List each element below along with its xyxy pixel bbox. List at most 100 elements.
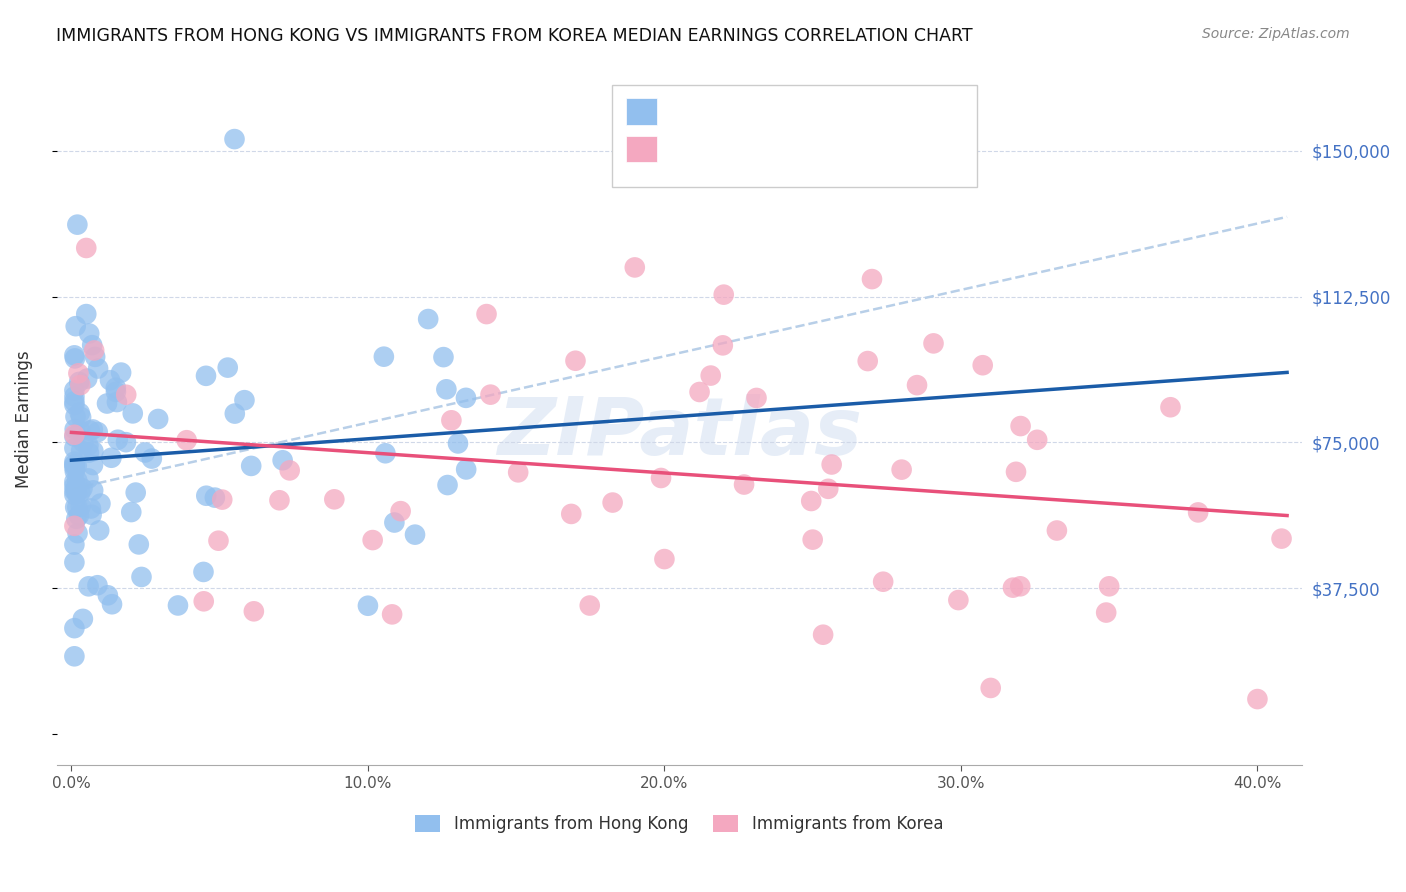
Point: [733, 477, 755, 491]
Legend: Immigrants from Hong Kong, Immigrants from Korea: Immigrants from Hong Kong, Immigrants fr…: [415, 814, 943, 833]
Point: [578, 599, 600, 613]
Point: [72, 435, 94, 450]
Point: [63, 384, 86, 398]
Point: [63, 394, 86, 409]
Text: IMMIGRANTS FROM HONG KONG VS IMMIGRANTS FROM KOREA MEDIAN EARNINGS CORRELATION C: IMMIGRANTS FROM HONG KONG VS IMMIGRANTS …: [56, 27, 973, 45]
Point: [373, 350, 395, 364]
Point: [381, 607, 404, 622]
Point: [817, 482, 839, 496]
Point: [72, 482, 94, 496]
Point: [84, 350, 107, 364]
Text: R =: R =: [671, 103, 710, 120]
Point: [65, 512, 87, 526]
Point: [67, 375, 90, 389]
Point: [69, 406, 91, 420]
Point: [87, 425, 110, 439]
Point: [1026, 433, 1049, 447]
Point: [1187, 505, 1209, 519]
Point: [434, 382, 457, 396]
Point: [66, 526, 89, 541]
Point: [357, 599, 380, 613]
Point: [176, 434, 198, 448]
Point: [404, 527, 426, 541]
Point: [82, 422, 104, 436]
Point: [67, 367, 90, 381]
Point: [193, 594, 215, 608]
Point: [1246, 692, 1268, 706]
Point: [699, 368, 721, 383]
Point: [447, 436, 470, 450]
Point: [1046, 524, 1069, 538]
Point: [75, 307, 97, 321]
Point: [650, 471, 672, 485]
Point: [101, 597, 124, 611]
Point: [63, 649, 86, 664]
Point: [240, 458, 263, 473]
Point: [63, 398, 86, 412]
Point: [1010, 419, 1032, 434]
Point: [193, 565, 215, 579]
Point: [361, 533, 384, 547]
Point: [70, 443, 93, 458]
Point: [76, 371, 98, 385]
Point: [141, 451, 163, 466]
Point: [856, 354, 879, 368]
Point: [134, 445, 156, 459]
Point: [63, 460, 86, 475]
Point: [104, 381, 127, 395]
Point: [66, 500, 89, 515]
Point: [454, 391, 477, 405]
Point: [980, 681, 1002, 695]
Point: [63, 351, 86, 366]
Point: [115, 435, 138, 450]
Point: [72, 612, 94, 626]
Point: [922, 336, 945, 351]
Point: [654, 552, 676, 566]
Point: [890, 462, 912, 476]
Point: [66, 474, 89, 488]
Point: [77, 579, 100, 593]
Point: [278, 463, 301, 477]
Point: [83, 343, 105, 358]
Point: [1001, 581, 1024, 595]
Point: [75, 241, 97, 255]
Text: R =: R =: [671, 140, 710, 158]
Point: [440, 413, 463, 427]
Point: [105, 395, 128, 409]
Text: 107: 107: [856, 103, 894, 120]
Point: [86, 578, 108, 592]
Point: [63, 458, 86, 472]
Point: [69, 424, 91, 438]
Point: [811, 628, 834, 642]
Point: [243, 604, 266, 618]
Point: [207, 533, 229, 548]
Point: [204, 491, 226, 505]
Point: [1159, 401, 1181, 415]
Point: [98, 373, 121, 387]
Point: [224, 132, 246, 146]
Point: [66, 458, 89, 473]
Point: [63, 458, 86, 472]
Point: [195, 368, 218, 383]
Point: [69, 378, 91, 392]
Point: [63, 441, 86, 455]
Point: [167, 599, 190, 613]
Point: [65, 319, 87, 334]
Point: [104, 384, 127, 399]
Point: [63, 483, 86, 498]
Point: [115, 388, 138, 402]
Point: [82, 458, 104, 472]
Point: [384, 516, 406, 530]
Point: [89, 497, 111, 511]
Point: [323, 492, 346, 507]
Point: [418, 312, 440, 326]
Point: [69, 485, 91, 500]
Point: [97, 588, 120, 602]
Point: [70, 410, 93, 425]
Point: [87, 361, 110, 376]
Point: [1270, 532, 1292, 546]
Point: [110, 366, 132, 380]
Point: [564, 353, 586, 368]
Point: [67, 508, 90, 523]
Point: [456, 462, 478, 476]
